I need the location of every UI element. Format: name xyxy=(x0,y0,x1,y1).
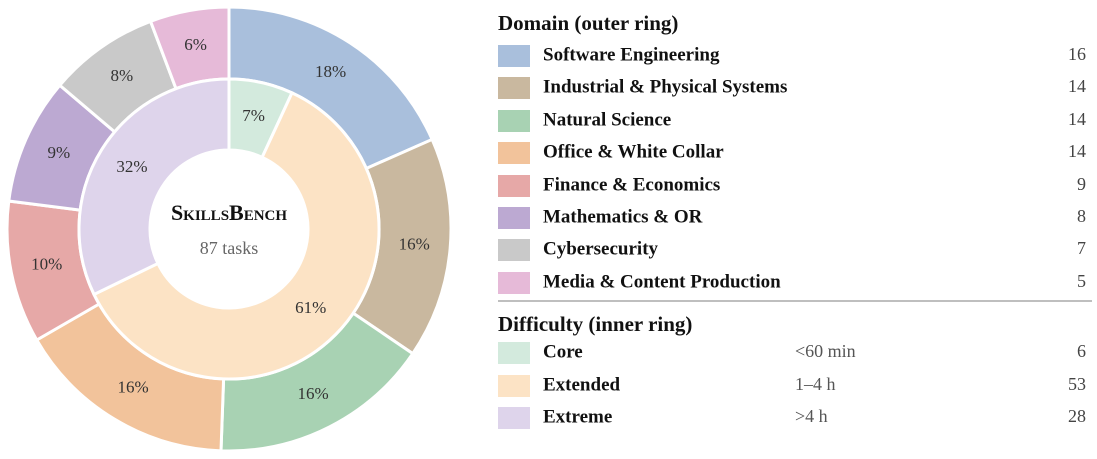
percent-label: 16% xyxy=(298,384,329,403)
percent-label: 32% xyxy=(116,157,147,176)
legend-label: Finance & Economics xyxy=(543,174,720,195)
legend-swatch xyxy=(498,77,530,99)
legend-value: 8 xyxy=(1077,206,1086,226)
legend-swatch xyxy=(498,272,530,294)
legend-swatch xyxy=(498,207,530,229)
ring-segment xyxy=(77,77,231,297)
legend-value: 14 xyxy=(1068,109,1086,129)
percent-label: 9% xyxy=(47,143,70,162)
legend-value: 7 xyxy=(1077,238,1086,258)
legend-value: 5 xyxy=(1077,271,1086,291)
legend-swatch xyxy=(498,342,530,364)
legend-label: Natural Science xyxy=(543,109,671,130)
legend-label: Extreme xyxy=(543,406,612,427)
legend-time: <60 min xyxy=(795,341,856,361)
legend-value: 28 xyxy=(1068,406,1086,426)
legend-swatch xyxy=(498,45,530,67)
legend-swatch xyxy=(498,175,530,197)
percent-label: 18% xyxy=(315,62,346,81)
legend-label: Core xyxy=(543,341,583,362)
legend-heading: Domain (outer ring) xyxy=(498,11,678,35)
legend-label: Software Engineering xyxy=(543,44,720,65)
legend-label: Cybersecurity xyxy=(543,238,659,259)
percent-label: 61% xyxy=(295,298,326,317)
legend-swatch xyxy=(498,110,530,132)
legend-label: Industrial & Physical Systems xyxy=(543,76,787,97)
center-subtitle: 87 tasks xyxy=(200,238,259,258)
legend-label: Mathematics & OR xyxy=(543,206,703,227)
percent-label: 8% xyxy=(111,66,134,85)
percent-label: 16% xyxy=(118,377,149,396)
percent-label: 10% xyxy=(31,255,62,274)
legend-value: 16 xyxy=(1068,44,1086,64)
center-title: SkillsBench xyxy=(171,200,287,225)
legend-label: Extended xyxy=(543,374,621,395)
legend-swatch xyxy=(498,375,530,397)
percent-label: 7% xyxy=(242,106,265,125)
legend-swatch xyxy=(498,407,530,429)
legend-label: Media & Content Production xyxy=(543,271,781,292)
legend-value: 6 xyxy=(1077,341,1086,361)
legend-value: 14 xyxy=(1068,141,1086,161)
legend-swatch xyxy=(498,142,530,164)
percent-label: 6% xyxy=(184,35,207,54)
legend-value: 53 xyxy=(1068,374,1086,394)
legend-value: 14 xyxy=(1068,76,1086,96)
legend-heading: Difficulty (inner ring) xyxy=(498,312,692,336)
percent-label: 16% xyxy=(399,235,430,254)
legend-time: >4 h xyxy=(795,406,828,426)
ring-segment xyxy=(92,90,381,381)
legend-value: 9 xyxy=(1077,174,1086,194)
legend-time: 1–4 h xyxy=(795,374,836,394)
legend-label: Office & White Collar xyxy=(543,141,724,162)
legend-swatch xyxy=(498,239,530,261)
